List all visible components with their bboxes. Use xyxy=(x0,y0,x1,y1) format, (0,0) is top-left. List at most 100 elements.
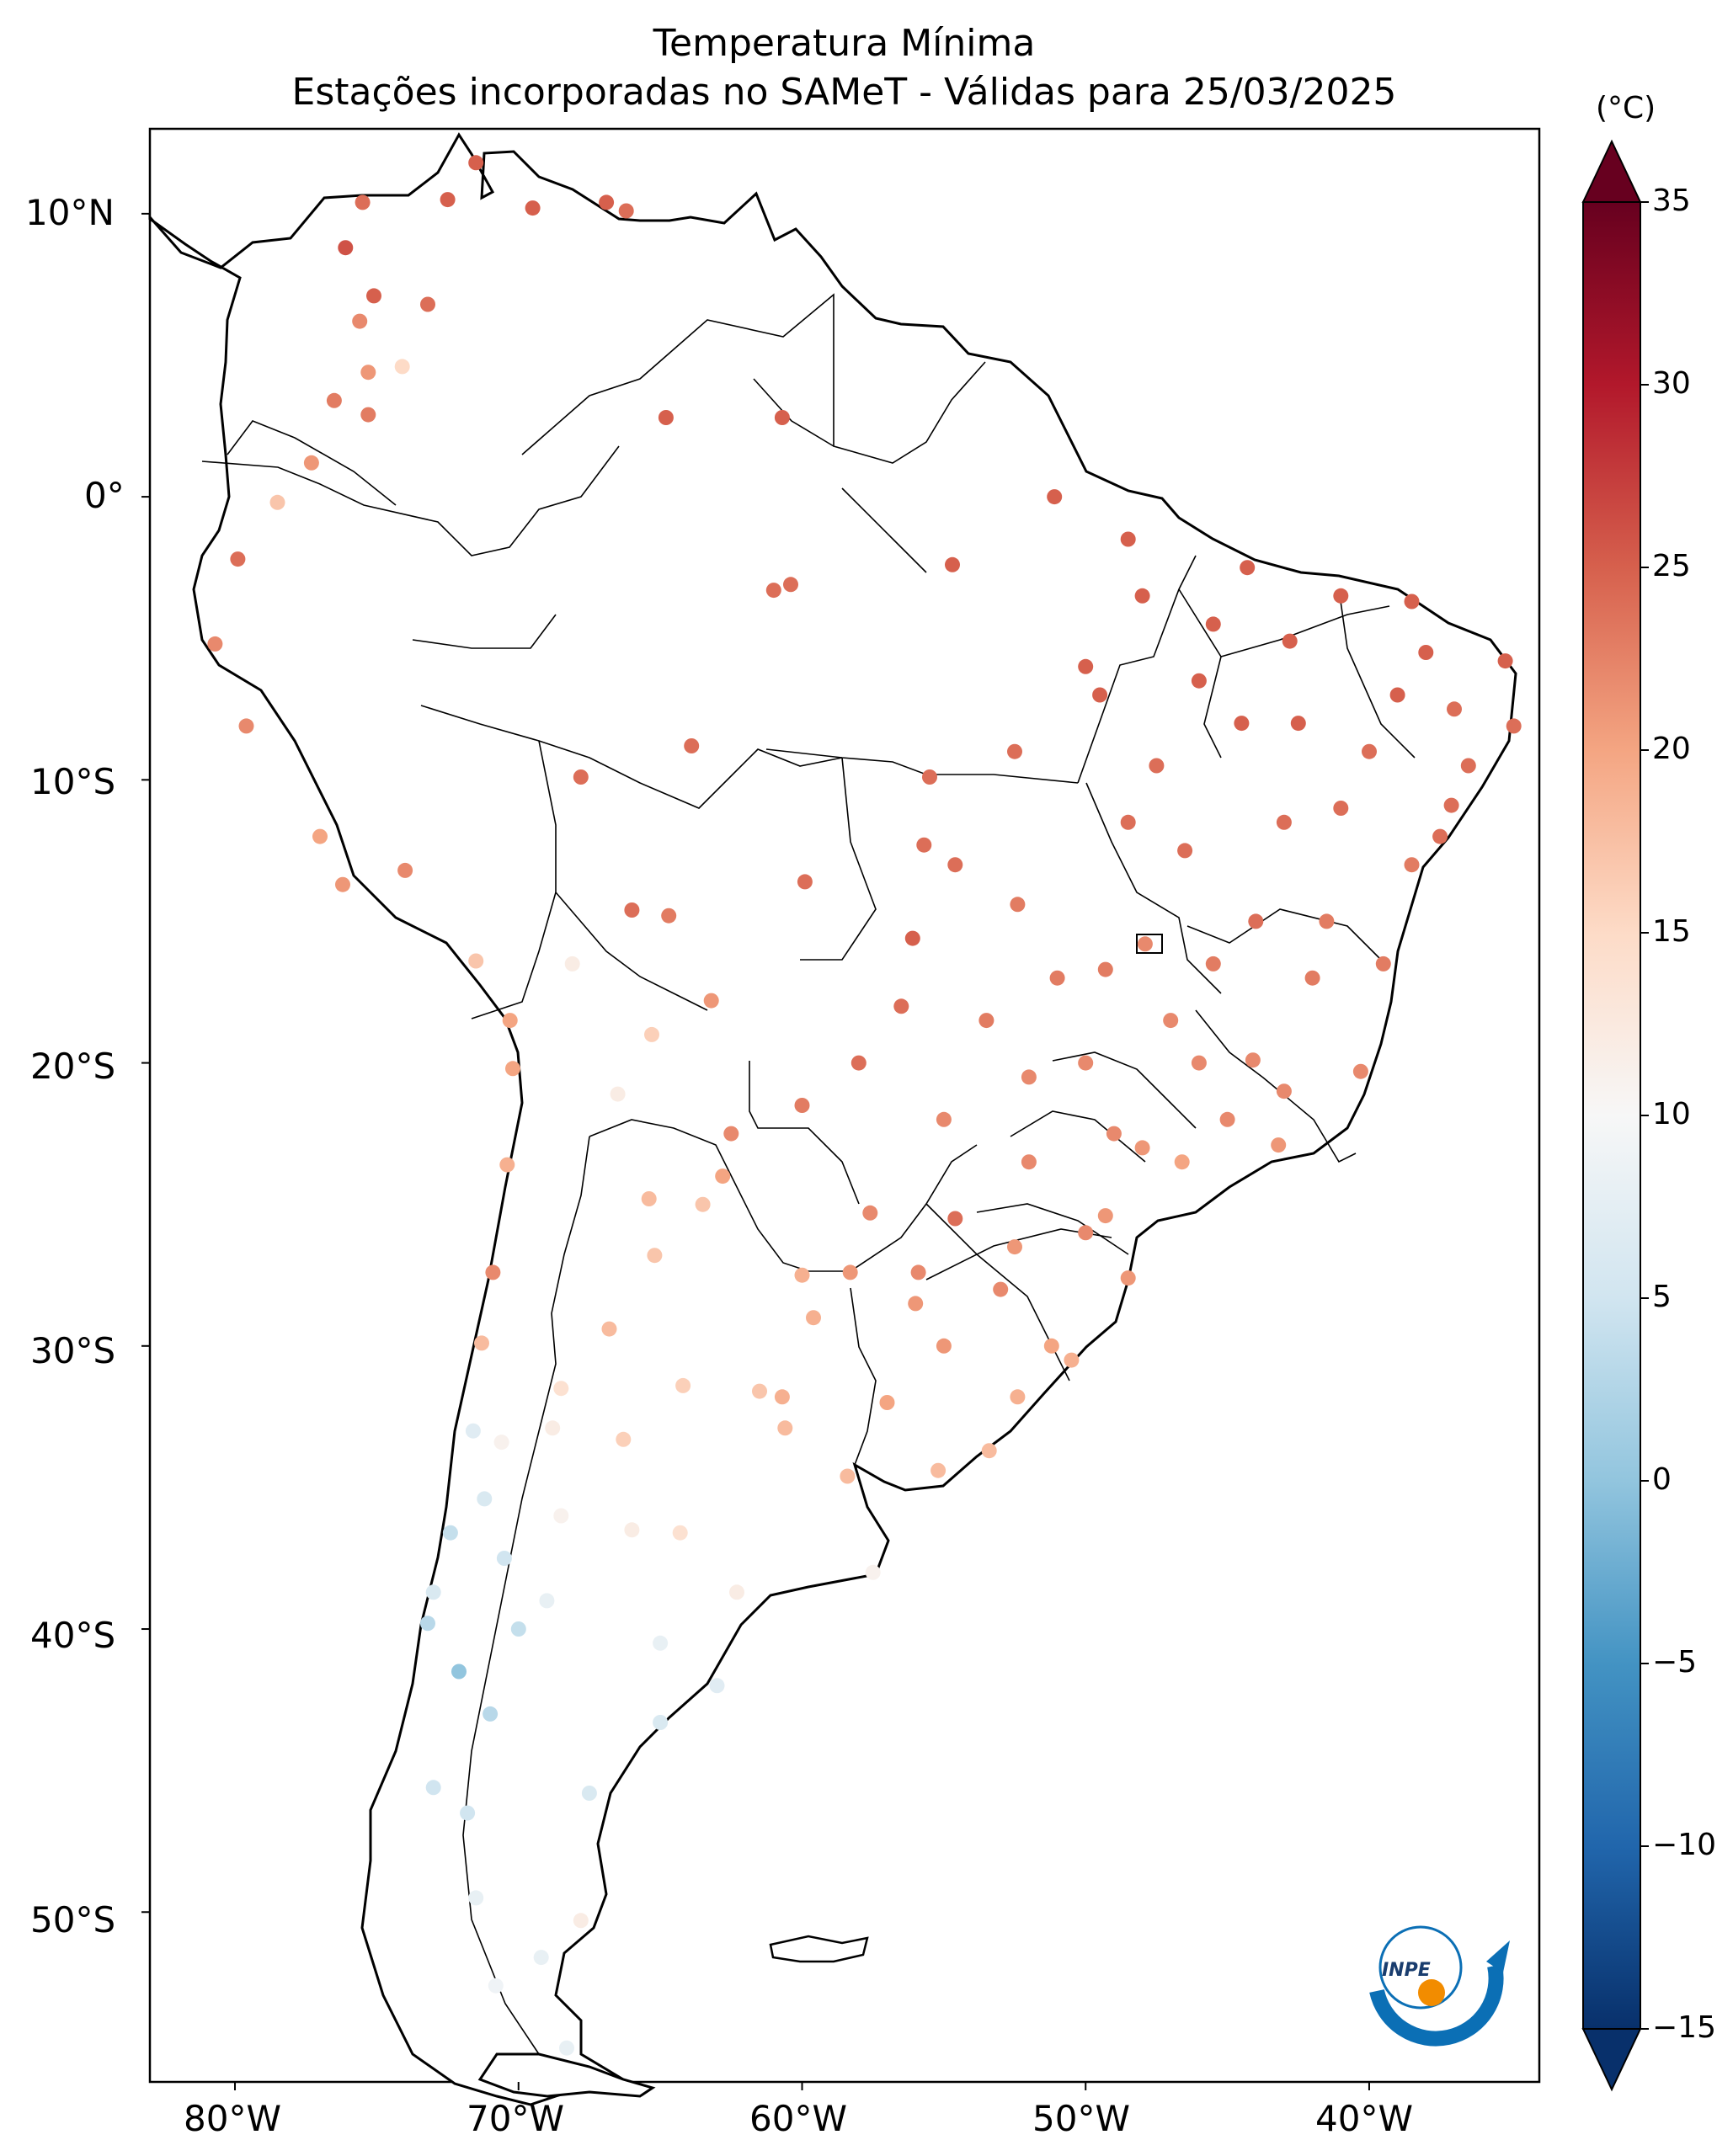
station-point xyxy=(505,1061,520,1077)
station-point xyxy=(355,194,371,210)
station-point xyxy=(1290,716,1306,732)
station-point xyxy=(1120,531,1136,547)
station-point xyxy=(451,1664,467,1680)
lon-label-70w: 70°W xyxy=(467,2098,564,2139)
station-point xyxy=(947,1211,963,1227)
station-point xyxy=(238,718,254,734)
station-point xyxy=(1245,1052,1261,1068)
station-point xyxy=(230,551,246,567)
station-point xyxy=(394,359,410,375)
station-point xyxy=(533,1950,549,1966)
station-point xyxy=(269,494,285,510)
country-borders xyxy=(201,293,1416,2055)
station-point xyxy=(1010,1389,1026,1405)
station-point xyxy=(1134,1140,1150,1156)
station-points xyxy=(207,155,1522,2056)
station-point xyxy=(1506,718,1522,734)
station-point xyxy=(477,1491,493,1507)
station-point xyxy=(774,410,790,425)
station-point xyxy=(474,1335,489,1351)
station-point xyxy=(1049,970,1065,986)
station-point xyxy=(1007,1239,1022,1255)
station-point xyxy=(564,956,580,972)
station-point xyxy=(468,1890,484,1906)
station-point xyxy=(862,1205,878,1221)
lon-label-80w: 80°W xyxy=(184,2098,281,2139)
station-point xyxy=(624,1522,640,1538)
station-point xyxy=(483,1706,499,1722)
station-point xyxy=(1064,1352,1080,1368)
station-point xyxy=(794,1267,810,1283)
station-point xyxy=(675,1377,691,1393)
station-point xyxy=(610,1086,626,1102)
station-point xyxy=(1497,653,1513,669)
station-point xyxy=(904,930,920,946)
colorbar-tick-label: 20 xyxy=(1652,732,1691,766)
station-point xyxy=(647,1248,663,1264)
station-point xyxy=(1276,814,1292,830)
station-point xyxy=(947,857,963,873)
station-point xyxy=(488,1978,504,1994)
station-point xyxy=(1460,758,1476,774)
lat-label-30s: 30°S xyxy=(30,1330,116,1371)
station-point xyxy=(993,1281,1009,1297)
station-point xyxy=(559,2040,574,2056)
station-point xyxy=(1362,743,1377,759)
station-point xyxy=(922,769,937,785)
station-point xyxy=(936,1338,952,1354)
station-point xyxy=(774,1389,790,1405)
station-point xyxy=(1106,1126,1122,1142)
station-point xyxy=(1333,588,1349,604)
colorbar-tick-label: 25 xyxy=(1652,549,1691,583)
station-point xyxy=(653,1635,669,1651)
station-point xyxy=(1021,1069,1037,1085)
station-point xyxy=(1240,560,1256,576)
station-point xyxy=(840,1468,856,1484)
station-point xyxy=(1120,814,1136,830)
colorbar-tick-label: −10 xyxy=(1652,1828,1716,1862)
colorbar-tick-label: 30 xyxy=(1652,366,1691,401)
station-point xyxy=(397,862,413,878)
station-point xyxy=(440,192,456,208)
station-point xyxy=(644,1026,659,1042)
station-point xyxy=(335,876,350,892)
station-point xyxy=(797,874,813,890)
lat-label-10n: 10°N xyxy=(25,192,115,233)
station-point xyxy=(525,200,541,216)
station-point xyxy=(752,1383,767,1399)
station-point xyxy=(723,1126,739,1142)
station-point xyxy=(352,313,368,329)
colorbar-tick-label: 15 xyxy=(1652,914,1691,949)
station-point xyxy=(672,1525,688,1541)
station-point xyxy=(510,1621,526,1637)
station-point xyxy=(916,837,932,853)
colorbar-min-extend xyxy=(1581,2028,1642,2092)
station-point xyxy=(851,1055,866,1071)
station-point xyxy=(936,1111,952,1127)
lat-label-20s: 20°S xyxy=(30,1046,116,1087)
station-point xyxy=(573,769,589,785)
lat-label-40s: 40°S xyxy=(30,1615,116,1656)
station-point xyxy=(1097,1208,1113,1224)
station-point xyxy=(1191,673,1207,689)
station-point xyxy=(1271,1137,1287,1153)
station-point xyxy=(1043,1338,1059,1354)
station-point xyxy=(930,1462,946,1478)
station-point xyxy=(1191,1055,1207,1071)
colorbar-tick-label: 0 xyxy=(1652,1462,1672,1497)
station-point xyxy=(599,194,615,210)
lon-label-60w: 60°W xyxy=(749,2098,847,2139)
station-point xyxy=(366,288,381,304)
station-point xyxy=(207,636,223,652)
station-point xyxy=(425,1584,441,1600)
station-point xyxy=(1432,828,1448,844)
station-point xyxy=(485,1264,501,1280)
station-point xyxy=(1219,1111,1235,1127)
map-title: Temperatura Mínima xyxy=(653,22,1036,65)
station-point xyxy=(1177,843,1193,859)
map-subtitle: Estações incorporadas no SAMeT - Válidas… xyxy=(291,71,1397,114)
falkland-islands xyxy=(769,1935,869,1963)
inpe-logo-icon: INPE xyxy=(1369,1925,1510,2047)
station-point xyxy=(661,908,677,924)
station-point xyxy=(1443,797,1459,813)
